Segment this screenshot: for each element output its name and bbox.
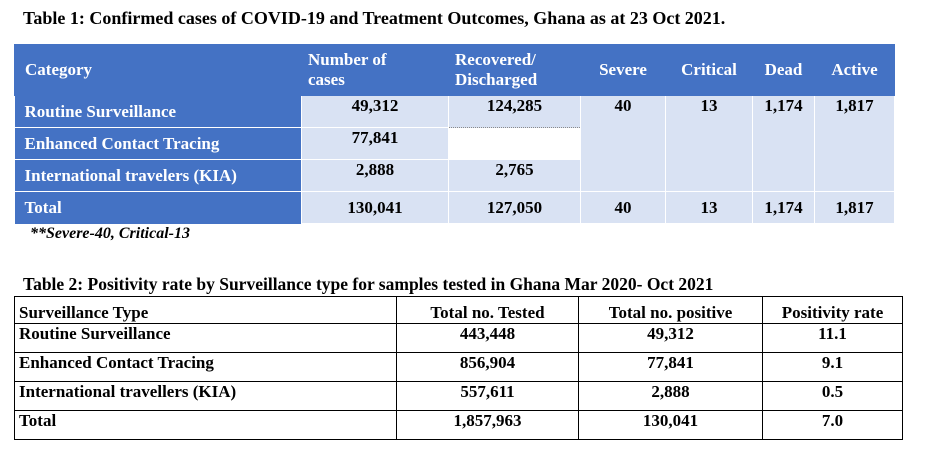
table-row: Routine Surveillance 49,312 124,285 40 1… bbox=[14, 95, 895, 192]
positive-cell: 77,841 bbox=[578, 352, 763, 382]
total-row: Total 1,857,963 130,041 7.0 bbox=[14, 410, 903, 440]
rate-cell: 11.1 bbox=[762, 323, 903, 353]
header-category: Category bbox=[14, 44, 302, 96]
positivity-rate-table: Surveillance Type Total no. Tested Total… bbox=[14, 296, 903, 440]
table-row: Enhanced Contact Tracing 77,841 bbox=[14, 127, 895, 160]
severe-cell: 40 bbox=[580, 95, 666, 192]
header-positivity-rate: Positivity rate bbox=[762, 296, 903, 324]
covid-cases-table: Category Number of cases Recovered/Discha… bbox=[14, 44, 895, 224]
tested-cell: 443,448 bbox=[396, 323, 579, 353]
header-total-positive: Total no. positive bbox=[578, 296, 763, 324]
total-row: Total 130,041 127,050 40 13 1,174 1,817 bbox=[14, 191, 895, 224]
header-severe: Severe bbox=[580, 44, 666, 96]
header-critical: Critical bbox=[665, 44, 753, 96]
table2-title: Table 2: Positivity rate by Surveillance… bbox=[23, 274, 714, 294]
rate-cell: 0.5 bbox=[762, 381, 903, 411]
critical-cell: 13 bbox=[665, 191, 753, 224]
critical-cell: 13 bbox=[665, 95, 753, 192]
table1-title: Table 1: Confirmed cases of COVID-19 and… bbox=[23, 8, 726, 28]
positive-cell: 2,888 bbox=[578, 381, 763, 411]
row-label: Routine Surveillance bbox=[14, 95, 302, 128]
table-row: Enhanced Contact Tracing 856,904 77,841 … bbox=[14, 352, 903, 382]
dead-cell: 1,174 bbox=[752, 95, 815, 192]
tested-cell: 557,611 bbox=[396, 381, 579, 411]
cases-cell: 77,841 bbox=[301, 127, 449, 160]
rate-cell: 9.1 bbox=[762, 352, 903, 382]
cases-cell: 49,312 bbox=[301, 95, 449, 128]
header-active: Active bbox=[814, 44, 895, 96]
recovered-cell: 127,050 bbox=[448, 191, 581, 224]
table-row: Routine Surveillance 443,448 49,312 11.1 bbox=[14, 323, 903, 353]
header-surveillance-type: Surveillance Type bbox=[14, 296, 397, 324]
recovered-cell: 124,285 bbox=[448, 95, 581, 128]
row-label: International travelers (KIA) bbox=[14, 159, 302, 192]
severe-cell: 40 bbox=[580, 191, 666, 224]
row-label: International travellers (KIA) bbox=[14, 381, 397, 411]
empty-cell bbox=[448, 127, 581, 160]
positive-cell: 49,312 bbox=[578, 323, 763, 353]
cases-cell: 130,041 bbox=[301, 191, 449, 224]
table-row: International travellers (KIA) 557,611 2… bbox=[14, 381, 903, 411]
header-dead: Dead bbox=[752, 44, 815, 96]
table-header-row: Surveillance Type Total no. Tested Total… bbox=[14, 296, 903, 324]
table-row: International travelers (KIA) 2,888 2,76… bbox=[14, 159, 895, 192]
recovered-cell: 2,765 bbox=[448, 159, 581, 192]
row-label: Enhanced Contact Tracing bbox=[14, 352, 397, 382]
header-recovered: Recovered/Discharged bbox=[448, 44, 581, 96]
header-total-tested: Total no. Tested bbox=[396, 296, 579, 324]
tested-cell: 856,904 bbox=[396, 352, 579, 382]
tested-cell: 1,857,963 bbox=[396, 410, 579, 440]
total-label: Total bbox=[14, 191, 302, 224]
header-cases: Number of cases bbox=[301, 44, 449, 96]
positive-cell: 130,041 bbox=[578, 410, 763, 440]
footnote: **Severe-40, Critical-13 bbox=[30, 225, 190, 242]
active-cell: 1,817 bbox=[814, 95, 895, 192]
table-header-row: Category Number of cases Recovered/Discha… bbox=[14, 44, 895, 96]
row-label: Enhanced Contact Tracing bbox=[14, 127, 302, 160]
total-label: Total bbox=[14, 410, 397, 440]
rate-cell: 7.0 bbox=[762, 410, 903, 440]
dead-cell: 1,174 bbox=[752, 191, 815, 224]
cases-cell: 2,888 bbox=[301, 159, 449, 192]
row-label: Routine Surveillance bbox=[14, 323, 397, 353]
active-cell: 1,817 bbox=[814, 191, 895, 224]
